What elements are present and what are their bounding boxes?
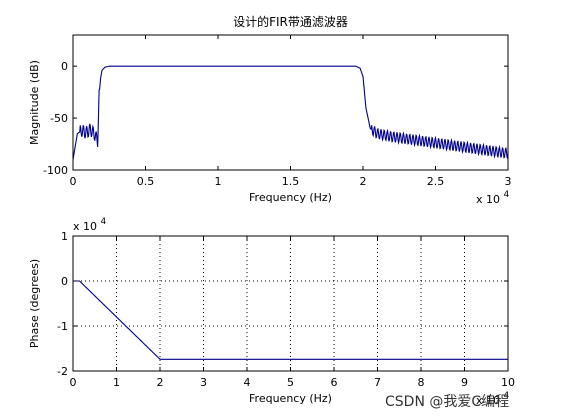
phase-xtick-label: 10	[501, 376, 515, 389]
magnitude-xtick-label: 1	[215, 175, 222, 188]
phase-xtick-label: 3	[200, 376, 207, 389]
magnitude-x-exponent: x 10 4	[476, 190, 510, 206]
phase-xtick-label: 6	[331, 376, 338, 389]
phase-xtick-label: 8	[418, 376, 425, 389]
phase-ytick-label: -2	[57, 365, 68, 378]
phase-series-line-0	[73, 280, 508, 360]
phase-ytick-label: 0	[61, 275, 68, 288]
phase-ytick-label: -1	[57, 320, 68, 333]
magnitude-xtick-label: 0	[70, 175, 77, 188]
phase-xtick-label: 0	[70, 376, 77, 389]
magnitude-xtick-label: 1.5	[282, 175, 300, 188]
phase-xtick-label: 9	[461, 376, 468, 389]
magnitude-xtick-label: 2.5	[427, 175, 445, 188]
phase-plot: 0 1 2 3 4 5 6 7 8 9 10 -2 -1 0 1 Frequency (Hz) Phase (d…	[28, 217, 515, 407]
magnitude-xtick-label: 3	[505, 175, 512, 188]
phase-y-exponent: x 10 4	[73, 217, 107, 233]
phase-xtick-label: 7	[374, 376, 381, 389]
magnitude-xlabel: Frequency (Hz)	[249, 191, 332, 204]
magnitude-ytick-label: -50	[50, 112, 68, 125]
magnitude-ylabel: Magnitude (dB)	[28, 60, 41, 145]
magnitude-ytick-label: 0	[61, 60, 68, 73]
magnitude-plot: 0 0.5 1 1.5 2 2.5 3 -100 -50 0 Frequency (Hz) Magni…	[28, 14, 512, 206]
phase-ytick-label: 1	[61, 230, 68, 243]
phase-xtick-label: 2	[157, 376, 164, 389]
magnitude-axes-box	[72, 34, 509, 171]
magnitude-title: 设计的FIR带通滤波器	[233, 14, 348, 29]
magnitude-ytick-label: -100	[43, 164, 68, 177]
phase-xtick-label: 4	[244, 376, 251, 389]
magnitude-xtick-label: 0.5	[137, 175, 155, 188]
phase-xtick-label: 1	[113, 376, 120, 389]
phase-xlabel: Frequency (Hz)	[249, 392, 332, 405]
phase-x-exponent: x 10 4	[476, 391, 510, 407]
phase-ylabel: Phase (degrees)	[28, 259, 41, 348]
magnitude-xtick-label: 2	[360, 175, 367, 188]
phase-xtick-label: 5	[287, 376, 294, 389]
watermark-text: CSDN @我爱C编程	[385, 394, 509, 410]
magnitude-series-line-0	[72, 65, 509, 160]
